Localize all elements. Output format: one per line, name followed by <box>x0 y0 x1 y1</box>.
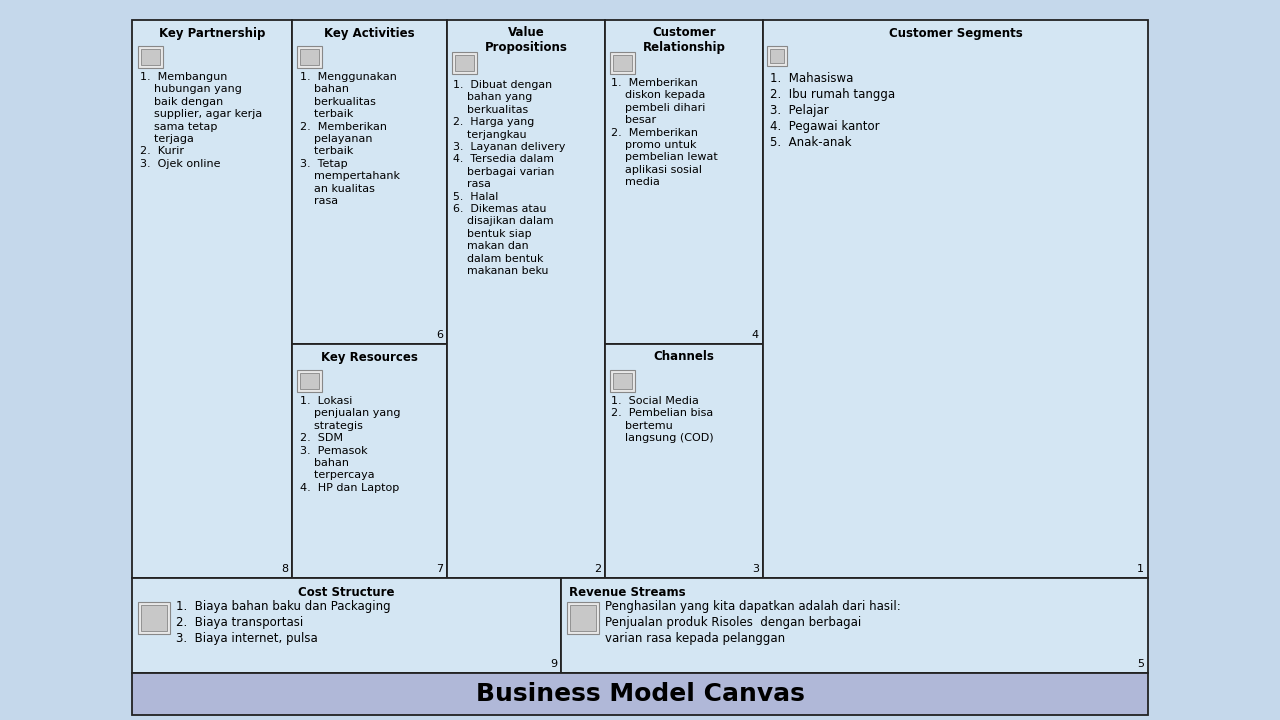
Text: Business Model Canvas: Business Model Canvas <box>476 682 804 706</box>
Text: 1.  Menggunakan
    bahan
    berkualitas
    terbaik
2.  Memberikan
    pelayan: 1. Menggunakan bahan berkualitas terbaik… <box>300 72 399 206</box>
Bar <box>300 49 319 65</box>
Text: Key Resources: Key Resources <box>321 351 419 364</box>
Bar <box>297 46 323 68</box>
Text: 9: 9 <box>550 659 557 669</box>
Text: 1.  Social Media
2.  Pembelian bisa
    bertemu
    langsung (COD): 1. Social Media 2. Pembelian bisa bertem… <box>611 396 714 444</box>
Bar <box>763 20 1148 578</box>
Text: Penghasilan yang kita dapatkan adalah dari hasil:
Penjualan produk Risoles  deng: Penghasilan yang kita dapatkan adalah da… <box>605 600 901 645</box>
Bar <box>561 578 1148 673</box>
Bar <box>132 673 1148 715</box>
Text: Revenue Streams: Revenue Streams <box>570 586 686 599</box>
Text: Value
Propositions: Value Propositions <box>485 26 567 54</box>
Text: 1.  Biaya bahan baku dan Packaging
2.  Biaya transportasi
3.  Biaya internet, pu: 1. Biaya bahan baku dan Packaging 2. Bia… <box>177 600 390 645</box>
Bar <box>292 20 447 344</box>
Bar <box>292 344 447 578</box>
Bar <box>611 52 635 74</box>
Text: 6: 6 <box>436 330 443 340</box>
Text: 1.  Membangun
    hubungan yang
    baik dengan
    supplier, agar kerja
    sam: 1. Membangun hubungan yang baik dengan s… <box>140 72 262 168</box>
Bar <box>138 602 170 634</box>
Text: 1.  Mahasiswa
2.  Ibu rumah tangga
3.  Pelajar
4.  Pegawai kantor
5.  Anak-anak: 1. Mahasiswa 2. Ibu rumah tangga 3. Pela… <box>771 72 895 149</box>
Text: Key Partnership: Key Partnership <box>159 27 265 40</box>
Bar <box>454 55 474 71</box>
Text: Customer
Relationship: Customer Relationship <box>643 26 726 54</box>
Bar <box>138 46 163 68</box>
Text: 1: 1 <box>1137 564 1144 574</box>
Bar <box>570 605 596 631</box>
Text: Key Activities: Key Activities <box>324 27 415 40</box>
Bar <box>141 605 166 631</box>
Bar <box>605 20 763 344</box>
Text: Customer Segments: Customer Segments <box>888 27 1023 40</box>
Bar <box>132 578 561 673</box>
Text: 7: 7 <box>436 564 443 574</box>
Bar <box>767 46 787 66</box>
Text: 8: 8 <box>280 564 288 574</box>
Bar <box>297 370 323 392</box>
Bar <box>300 373 319 389</box>
Text: 5: 5 <box>1137 659 1144 669</box>
Text: 2: 2 <box>594 564 602 574</box>
Bar <box>605 344 763 578</box>
Bar <box>613 373 632 389</box>
Bar <box>613 55 632 71</box>
Bar <box>567 602 599 634</box>
Bar <box>141 49 160 65</box>
Bar <box>132 20 292 578</box>
Text: 1.  Memberikan
    diskon kepada
    pembeli dihari
    besar
2.  Memberikan
   : 1. Memberikan diskon kepada pembeli diha… <box>611 78 718 187</box>
Text: 1.  Lokasi
    penjualan yang
    strategis
2.  SDM
3.  Pemasok
    bahan
    te: 1. Lokasi penjualan yang strategis 2. SD… <box>300 396 401 492</box>
Bar <box>447 20 605 578</box>
Text: 3: 3 <box>753 564 759 574</box>
Text: Channels: Channels <box>654 351 714 364</box>
Bar <box>771 49 783 63</box>
Text: 4: 4 <box>751 330 759 340</box>
Text: Cost Structure: Cost Structure <box>298 586 394 599</box>
Text: 1.  Dibuat dengan
    bahan yang
    berkualitas
2.  Harga yang
    terjangkau
3: 1. Dibuat dengan bahan yang berkualitas … <box>453 80 566 276</box>
Bar <box>611 370 635 392</box>
Bar <box>452 52 477 74</box>
